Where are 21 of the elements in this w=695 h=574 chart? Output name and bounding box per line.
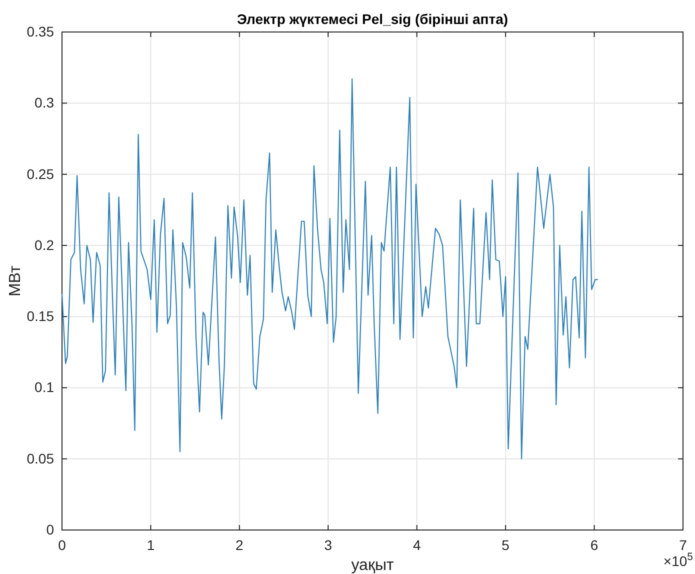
x-tick-label: 4 [412,536,421,553]
line-series [61,78,598,460]
y-axis-title: МВт [7,264,24,296]
y-tick-label: 0.35 [26,23,54,40]
y-tick-label: 0.2 [34,236,54,253]
x-axis-title: уақыт [351,557,394,574]
y-tick-label: 0.05 [26,450,54,466]
y-tick-label: 0 [46,521,54,538]
x-tick-label: 5 [502,536,510,553]
x-tick-label: 3 [324,536,332,553]
text: ×10$^{5}$ [663,551,694,569]
x-tick-label: 1 [146,536,155,553]
chart-title: Электр жүктемесі Pel_sig (бірінші апта) [236,11,508,27]
x-tick-label: 6 [590,536,598,553]
y-tick-label: 0.25 [26,166,54,182]
x-tick-label: 2 [236,536,244,553]
y-tick-label: 0.3 [34,94,54,111]
y-tick-label: 0.15 [26,308,54,324]
y-tick-label: 0.1 [34,379,54,396]
x-tick-label: 7 [679,536,688,553]
x-tick-label: 0 [58,536,66,553]
